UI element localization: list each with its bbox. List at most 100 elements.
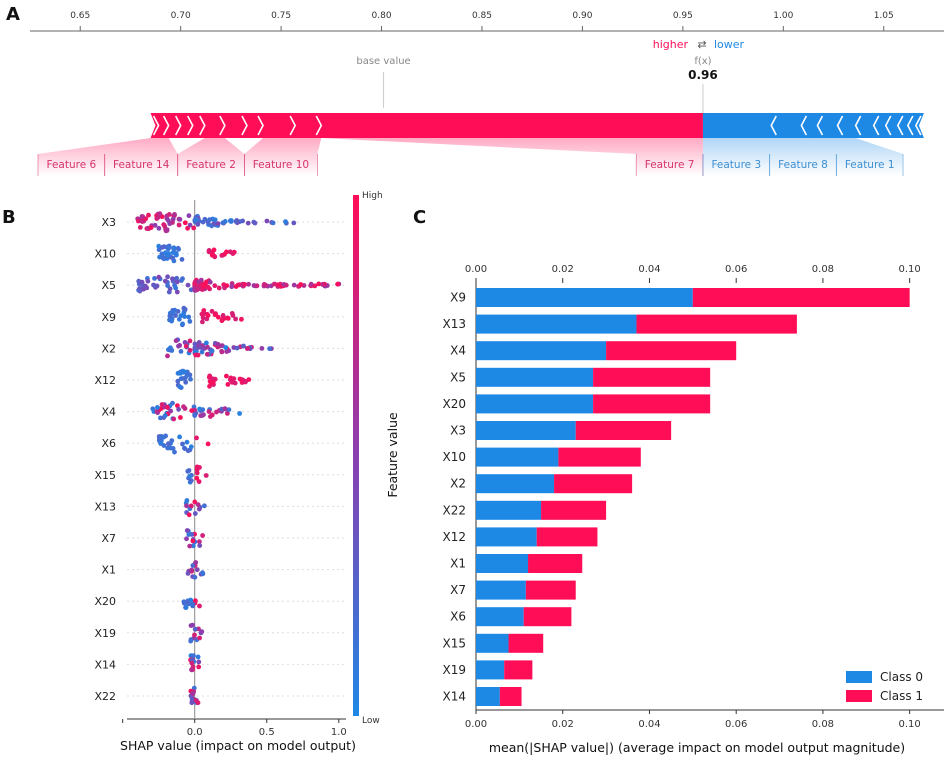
beeswarm-dot [165,404,170,410]
beeswarm-dot [225,411,230,416]
beeswarm-dot [177,217,183,222]
beeswarm-dot [220,220,226,226]
bar-class-1 [554,474,633,494]
force-tick-label: 0.65 [70,11,90,21]
force-tick-label: 0.80 [372,11,392,21]
beeswarm-dot [157,211,163,217]
bar-category-label: X22 [443,503,467,517]
beeswarm-dot [175,378,181,384]
bar-top-tick-label: 0.10 [899,264,921,275]
bar-class-0 [476,554,529,573]
beeswarm-dot [242,282,248,287]
colorbar [353,195,359,716]
bar-class-1 [558,447,641,467]
beeswarm-dot [161,443,167,448]
beeswarm-dot [190,691,196,697]
beeswarm-dot [189,567,195,573]
beeswarm-tick-label: 0.0 [187,727,203,738]
bar-class-1 [593,367,711,387]
beeswarm-dot [187,222,193,228]
beeswarm-dot [185,571,191,576]
beeswarm-dot [182,340,188,345]
legend-swatch [846,671,872,683]
force-segment-divider [241,115,248,136]
beeswarm-dot [190,563,196,568]
beeswarm-dot [200,319,205,325]
beeswarm-dot [196,479,202,484]
beeswarm-dot [183,605,189,610]
force-negative-bar [702,113,924,138]
force-tick-label: 0.95 [673,11,693,21]
beeswarm-dot [312,283,318,289]
beeswarm-dot [165,253,171,258]
beeswarm-feature-label: X9 [101,311,116,324]
beeswarm-dot [180,376,186,381]
force-label-shade [177,138,245,176]
beeswarm-dot [199,629,205,634]
beeswarm-dot [156,247,162,253]
beeswarm-dot [189,700,195,706]
beeswarm-dot [209,223,215,229]
beeswarm-dot [194,435,199,441]
beeswarm-dot [187,338,193,344]
bar-category-label: X15 [443,636,467,650]
beeswarm-dot [229,284,235,290]
bar-class-1 [525,580,576,600]
force-tick-label: 1.00 [773,11,793,21]
beeswarm-dot [219,343,225,348]
bar-category-label: X19 [443,663,467,677]
beeswarm-feature-label: X15 [94,469,116,482]
force-segment-divider [174,115,182,136]
force-segment-divider [257,115,264,136]
beeswarm-dot [229,311,235,316]
beeswarm-dot [168,408,174,414]
beeswarm-dot [184,528,190,533]
beeswarm-dot [322,281,327,287]
beeswarm-tick-label: 1.0 [331,727,347,738]
beeswarm-dot [209,308,215,314]
beeswarm-dot [188,287,194,293]
beeswarm-dot [246,281,252,287]
bar-class-0 [476,607,524,627]
beeswarm-dot [203,473,209,478]
beeswarm-dot [206,409,212,414]
beeswarm-dot [252,220,258,226]
beeswarm-dot [223,345,229,350]
beeswarm-dot [159,402,165,407]
bar-top-tick-label: 0.02 [552,264,574,275]
beeswarm-dot [167,313,173,319]
bar-class-0 [476,474,555,494]
beeswarm-gridlines [127,221,346,697]
beeswarm-dot [162,413,168,418]
bar-category-label: X1 [450,557,466,571]
beeswarm-dot [270,220,276,226]
force-segment-divider [872,115,880,136]
beeswarm-dot [207,383,212,389]
beeswarm-dot [192,499,198,505]
beeswarm-dot [174,275,180,281]
beeswarm-dot [264,218,270,224]
beeswarm-dot [140,283,146,288]
bar-category-label: X10 [443,450,467,464]
beeswarm-dot [165,218,171,223]
beeswarm-feature-label: X1 [101,564,116,577]
bar-class-1 [536,527,598,547]
beeswarm-dot [224,349,230,354]
force-feature-label: Feature 8 [778,159,828,171]
beeswarm-dot [137,286,143,291]
beeswarm-dot [186,468,192,473]
beeswarm-dot [182,446,188,451]
panel-b-beeswarm: B X3X10X5X9X2X12X4X6X15X13X7X1X20X19X14X… [2,191,400,753]
beeswarm-dot [184,503,189,509]
bar-tick-label: 0.00 [465,719,487,730]
beeswarm-dot [140,214,146,220]
force-label-shade [769,138,837,176]
beeswarm-feature-label: X6 [101,437,116,450]
panel-c-letter: C [413,207,426,228]
beeswarm-dot [186,213,192,219]
beeswarm-dot [177,384,183,390]
beeswarm-dot [160,244,165,250]
beeswarm-dot [183,343,189,349]
force-legend: higher ⇄ lower [653,38,745,51]
